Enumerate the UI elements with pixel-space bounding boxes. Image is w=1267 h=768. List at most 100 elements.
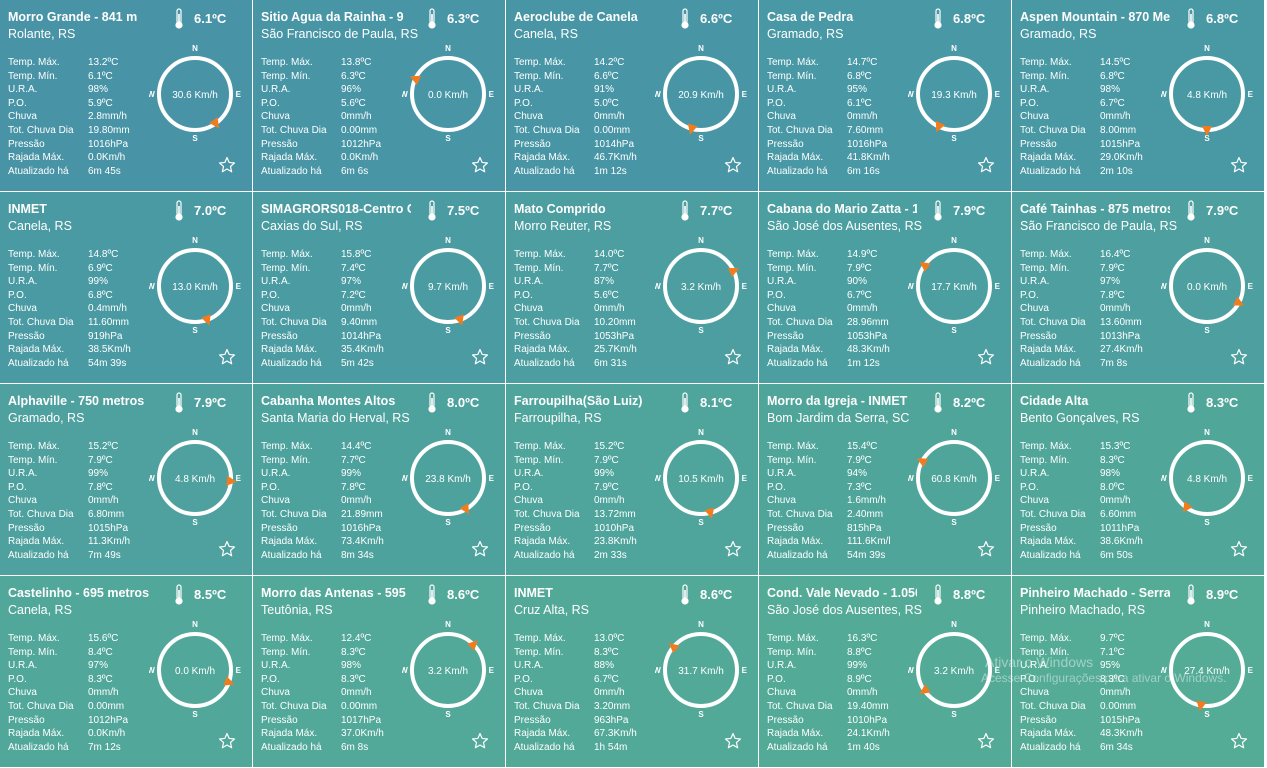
star-outline-icon[interactable] [218,348,236,366]
stat-value-atualizado: 7m 12s [88,741,121,753]
stat-row-rajada: Rajada Máx. 38.5Km/h [8,343,158,357]
compass-south-label: S [951,326,957,334]
stat-row-temp-min: Temp. Mín. 7.9ºC [514,454,664,468]
star-outline-icon[interactable] [471,348,489,366]
stat-label-chuva: Chuva [1020,687,1049,699]
star-outline-icon[interactable] [724,348,742,366]
stat-value-rajada: 0.0Km/h [88,728,126,740]
station-location: Canela, RS [8,219,72,233]
station-card[interactable]: Aspen Mountain - 870 Metr Gramado, RS 6.8º… [1012,0,1264,191]
star-outline-icon[interactable] [977,540,995,558]
stat-label-temp-max: Temp. Máx. [261,57,313,68]
station-card[interactable]: Pinheiro Machado - Serra Pinheiro Machado… [1012,576,1264,767]
stat-label-atualizado: Atualizado há [8,357,69,369]
stat-label-tot-chuva: Tot. Chuva Dia [1020,124,1086,136]
stat-label-tot-chuva: Tot. Chuva Dia [1020,700,1086,712]
station-card[interactable]: Cidade Alta Bento Gonçalves, RS 8.3ºC Temp.… [1012,384,1264,575]
station-name: SIMAGRORS018-Centro Ce [261,202,411,216]
station-card[interactable]: Casa de Pedra Gramado, RS 6.8ºC Temp. Máx. 1… [759,0,1011,191]
station-card[interactable]: INMET Cruz Alta, RS 8.6ºC Temp. Máx. 13.0ºC T… [506,576,758,767]
thermometer-icon [934,200,942,221]
station-temperature: 7.9ºC [953,203,986,218]
stat-value-tot-chuva: 2.40mm [847,508,884,520]
stat-row-ura: U.R.A. 95% [1020,659,1170,673]
star-outline-icon[interactable] [724,732,742,750]
stat-row-chuva: Chuva 0mm/h [767,110,917,124]
compass-ring [916,440,992,516]
station-card[interactable]: INMET Canela, RS 7.0ºC Temp. Máx. 14.8ºC Temp… [0,192,252,383]
stat-label-rajada: Rajada Máx. [1020,728,1077,740]
stat-value-tot-chuva: 13.72mm [594,508,636,520]
star-outline-icon[interactable] [1230,540,1248,558]
star-outline-icon[interactable] [724,540,742,558]
stat-value-pressao: 1014hPa [594,138,635,150]
star-outline-icon[interactable] [977,732,995,750]
compass-east-label: E [236,666,241,675]
stat-value-ura: 98% [1100,468,1121,480]
station-card[interactable]: Cabana do Mario Zatta - 1 São José dos Au… [759,192,1011,383]
compass-north-label: N [951,428,957,437]
star-outline-icon[interactable] [218,540,236,558]
wind-direction-arrow-icon [727,267,740,277]
stat-label-tot-chuva: Tot. Chuva Dia [261,124,327,136]
station-card[interactable]: Sitio Agua da Rainha - 9 São Francisco de… [253,0,505,191]
stat-label-temp-min: Temp. Mín. [767,646,817,658]
stat-label-po: P.O. [261,481,280,493]
station-temperature: 6.6ºC [700,11,733,26]
station-card[interactable]: Mato Comprido Morro Reuter, RS 7.7ºC Temp. … [506,192,758,383]
stat-value-ura: 96% [341,84,362,96]
station-stats: Temp. Máx. 15.3ºC Temp. Mín. 8.3ºC U.R.A. 98%… [1020,440,1170,562]
wind-direction-arrow-icon [226,475,237,486]
wind-compass: N S W E 3.2 Km/h [908,620,1000,718]
star-outline-icon[interactable] [724,156,742,174]
stat-row-atualizado: Atualizado há 54m 39s [8,357,158,371]
station-card[interactable]: Morro da Igreja - INMET Bom Jardim da Ser… [759,384,1011,575]
stat-value-pressao: 1010hPa [847,714,888,726]
station-card[interactable]: Morro das Antenas - 595 Teutônia, RS 8.6ºC… [253,576,505,767]
star-outline-icon[interactable] [1230,732,1248,750]
station-card[interactable]: SIMAGRORS018-Centro Ce Caxias do Sul, RS 7… [253,192,505,383]
station-card[interactable]: Castelinho - 695 metros Canela, RS 8.5ºC Te… [0,576,252,767]
star-outline-icon[interactable] [218,156,236,174]
star-outline-icon[interactable] [1230,348,1248,366]
stat-row-atualizado: Atualizado há 2m 10s [1020,165,1170,179]
stat-row-rajada: Rajada Máx. 24.1Km/h [767,727,917,741]
compass-south-label: S [1204,518,1210,526]
station-card[interactable]: Café Tainhas - 875 metros São Francisco d… [1012,192,1264,383]
compass-west-label: W [149,282,155,291]
compass-west-label: W [655,282,661,291]
station-card[interactable]: Morro Grande - 841 m Rolante, RS 6.1ºC Temp… [0,0,252,191]
compass-ring [157,440,233,516]
station-card[interactable]: Aeroclube de Canela Canela, RS 6.6ºC Temp. … [506,0,758,191]
station-temperature: 7.9ºC [1206,203,1239,218]
station-card[interactable]: Alphaville - 750 metros Gramado, RS 7.9ºC T… [0,384,252,575]
stat-row-rajada: Rajada Máx. 27.4Km/h [1020,343,1170,357]
stat-label-temp-min: Temp. Mín. [767,262,817,274]
stat-value-temp-min: 7.9ºC [594,454,619,466]
star-outline-icon[interactable] [977,348,995,366]
stat-value-ura: 94% [847,468,868,480]
stat-value-tot-chuva: 28.96mm [847,316,889,328]
compass-ring [916,248,992,324]
star-outline-icon[interactable] [218,732,236,750]
stat-value-po: 8.3ºC [341,673,366,685]
stat-label-ura: U.R.A. [767,276,797,288]
station-card[interactable]: Cabanha Montes Altos Santa Maria do Herva… [253,384,505,575]
star-outline-icon[interactable] [471,156,489,174]
star-outline-icon[interactable] [977,156,995,174]
star-outline-icon[interactable] [471,732,489,750]
stat-value-atualizado: 6m 31s [594,357,627,369]
star-outline-icon[interactable] [471,540,489,558]
station-stats: Temp. Máx. 14.9ºC Temp. Mín. 7.9ºC U.R.A. 90%… [767,248,917,370]
compass-west-label: W [402,90,408,99]
stat-label-po: P.O. [8,97,27,109]
stat-label-ura: U.R.A. [767,84,797,96]
stat-row-po: P.O. 8.9ºC [767,673,917,687]
star-outline-icon[interactable] [1230,156,1248,174]
station-card[interactable]: Farroupilha(São Luiz) Farroupilha, RS 8.1º… [506,384,758,575]
wind-speed: 30.6 Km/h [172,90,218,101]
stat-value-po: 7.8ºC [1100,289,1125,301]
stat-label-tot-chuva: Tot. Chuva Dia [261,508,327,520]
station-card[interactable]: Cond. Vale Nevado - 1.050 São José dos Au… [759,576,1011,767]
stat-value-temp-min: 8.3ºC [1100,454,1125,466]
